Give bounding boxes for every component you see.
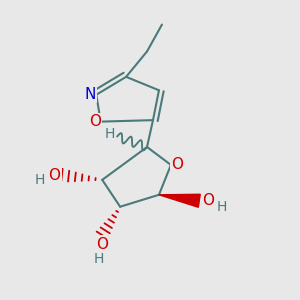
Text: N: N (85, 87, 96, 102)
Text: O: O (96, 237, 108, 252)
Text: H: H (217, 200, 227, 214)
Text: O: O (89, 114, 101, 129)
Text: H: H (34, 173, 45, 187)
Text: H: H (104, 127, 115, 141)
Polygon shape (159, 194, 200, 207)
Text: O: O (202, 193, 214, 208)
Text: H: H (94, 252, 104, 266)
Text: O: O (48, 168, 60, 183)
Text: O: O (171, 158, 183, 172)
